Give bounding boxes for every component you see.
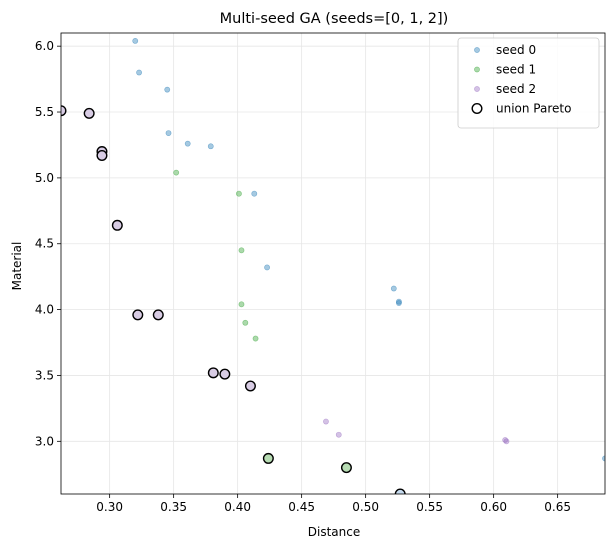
y-tick-label: 4.0 <box>35 303 54 317</box>
scatter-point <box>264 264 270 271</box>
x-tick-label: 0.65 <box>544 500 571 514</box>
series-3 <box>323 418 510 445</box>
legend-marker <box>474 86 480 92</box>
pareto-point <box>96 149 108 161</box>
scatter-point <box>602 455 605 462</box>
y-tick-label: 5.5 <box>35 105 54 119</box>
y-tick-label: 4.5 <box>35 237 54 251</box>
y-tick-label: 6.0 <box>35 39 54 53</box>
y-tick-label: 3.5 <box>35 368 54 382</box>
x-tick-label: 0.55 <box>416 500 443 514</box>
legend-label: seed 0 <box>496 43 536 57</box>
chart-title: Multi-seed GA (seeds=[0, 1, 2]) <box>220 11 449 27</box>
y-tick-label: 5.0 <box>35 171 54 185</box>
pareto-point <box>340 462 352 474</box>
scatter-point <box>335 431 342 438</box>
scatter-point <box>238 301 245 308</box>
scatter-point <box>132 38 139 44</box>
x-tick-label: 0.45 <box>288 500 315 514</box>
scatter-point <box>136 69 142 76</box>
y-tick-label: 3.0 <box>35 434 54 448</box>
legend: seed 0 seed 1 seed 2 union Pareto <box>457 37 600 129</box>
scatter-point <box>173 169 180 176</box>
x-tick-label: 0.60 <box>480 500 507 514</box>
scatter-point <box>251 190 258 197</box>
y-axis-label: Material <box>10 242 24 291</box>
pareto-point <box>219 368 231 380</box>
scatter-point <box>396 300 402 306</box>
legend-label: seed 1 <box>496 63 536 77</box>
legend-label: seed 2 <box>496 82 536 96</box>
legend-marker <box>471 102 483 114</box>
series-4 <box>61 105 406 494</box>
pareto-point <box>83 107 95 119</box>
scatter-point <box>165 130 172 137</box>
scatter-point <box>396 298 402 305</box>
y-axis: 3.0 3.5 4.0 4.5 5.0 5.5 6.0 <box>35 39 61 448</box>
pareto-point <box>207 367 219 379</box>
plot-frame <box>60 32 606 495</box>
x-axis: 0.30 0.35 0.40 0.45 0.50 0.55 0.60 0.65 <box>96 494 571 514</box>
scatter-point <box>184 140 191 147</box>
legend-marker <box>474 47 480 53</box>
scatter-point <box>236 190 242 197</box>
pareto-point <box>262 452 274 464</box>
scatter-point <box>207 143 214 150</box>
legend-label: union Pareto <box>496 102 571 116</box>
series-1 <box>132 38 605 462</box>
plot-area <box>61 38 605 494</box>
scatter-point <box>242 319 249 326</box>
scatter-point <box>252 335 259 342</box>
scatter-point <box>323 418 329 425</box>
pareto-point <box>152 309 164 321</box>
pareto-point <box>244 380 256 392</box>
x-tick-label: 0.35 <box>160 500 187 514</box>
scatter-point <box>503 438 510 445</box>
x-tick-label: 0.40 <box>224 500 251 514</box>
scatter-point <box>164 86 171 93</box>
pareto-point <box>394 488 406 494</box>
scatter-point <box>238 247 245 254</box>
x-axis-label: Distance <box>308 525 360 539</box>
x-tick-label: 0.30 <box>96 500 123 514</box>
legend-box <box>457 37 600 129</box>
pareto-point <box>132 309 144 321</box>
x-tick-label: 0.50 <box>352 500 379 514</box>
pareto-point <box>111 219 123 231</box>
scatter-point <box>390 285 397 292</box>
series-2 <box>173 169 259 342</box>
legend-marker <box>474 66 480 73</box>
